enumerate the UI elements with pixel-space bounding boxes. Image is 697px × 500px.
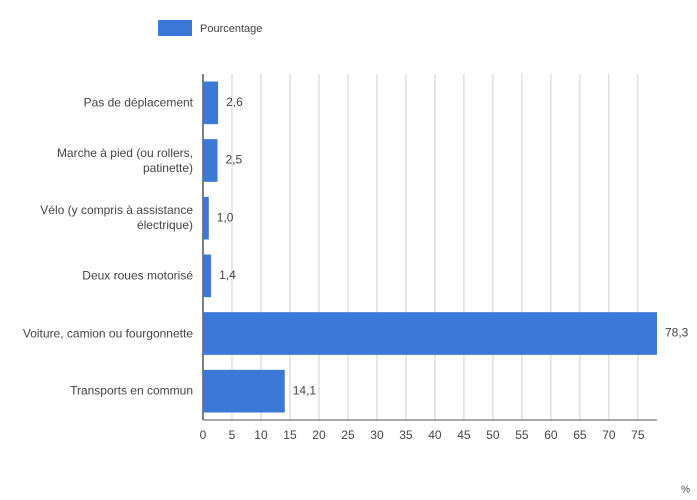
x-tick-label: 35 xyxy=(399,428,413,442)
y-tick-label: Vélo (y compris à assistance électrique) xyxy=(40,203,193,233)
x-tick-label: 10 xyxy=(254,428,268,442)
x-tick-label: 60 xyxy=(544,428,558,442)
bar xyxy=(203,312,657,355)
data-label: 78,3 xyxy=(665,326,689,340)
bar xyxy=(203,369,285,413)
x-tick-label: 30 xyxy=(370,428,384,442)
data-label: 1,4 xyxy=(219,268,236,282)
x-tick-label: 20 xyxy=(312,428,326,442)
x-tick-label: 70 xyxy=(602,428,616,442)
x-tick-label: 5 xyxy=(229,428,236,442)
x-tick-label: 55 xyxy=(515,428,529,442)
data-label: 14,1 xyxy=(293,383,317,397)
x-tick-label: 25 xyxy=(341,428,355,442)
bar xyxy=(203,196,209,240)
y-tick-label: Deux roues motorisé xyxy=(82,268,193,283)
bar xyxy=(203,81,219,125)
legend-swatch xyxy=(158,20,192,36)
x-tick-label: 65 xyxy=(573,428,587,442)
data-label: 2,5 xyxy=(225,153,242,167)
y-tick-label: Transports en commun xyxy=(70,383,193,398)
y-tick-label: Voiture, camion ou fourgonnette xyxy=(22,326,193,340)
x-tick-label: 15 xyxy=(283,428,297,442)
x-axis-label: % xyxy=(681,485,690,496)
x-tick-label: 45 xyxy=(457,428,471,442)
x-tick-label: 50 xyxy=(486,428,500,442)
data-label: 1,0 xyxy=(217,210,234,224)
bar xyxy=(203,254,212,298)
x-tick-label: 0 xyxy=(200,428,207,442)
x-tick-label: 75 xyxy=(631,428,645,442)
legend-label: Pourcentage xyxy=(200,23,262,35)
bar xyxy=(203,139,218,182)
data-label: 2,6 xyxy=(226,95,243,109)
y-tick-label: Pas de déplacement xyxy=(83,95,193,110)
y-tick-label: Marche à pied (ou rollers, patinette) xyxy=(56,145,193,175)
x-tick-label: 40 xyxy=(428,428,442,442)
